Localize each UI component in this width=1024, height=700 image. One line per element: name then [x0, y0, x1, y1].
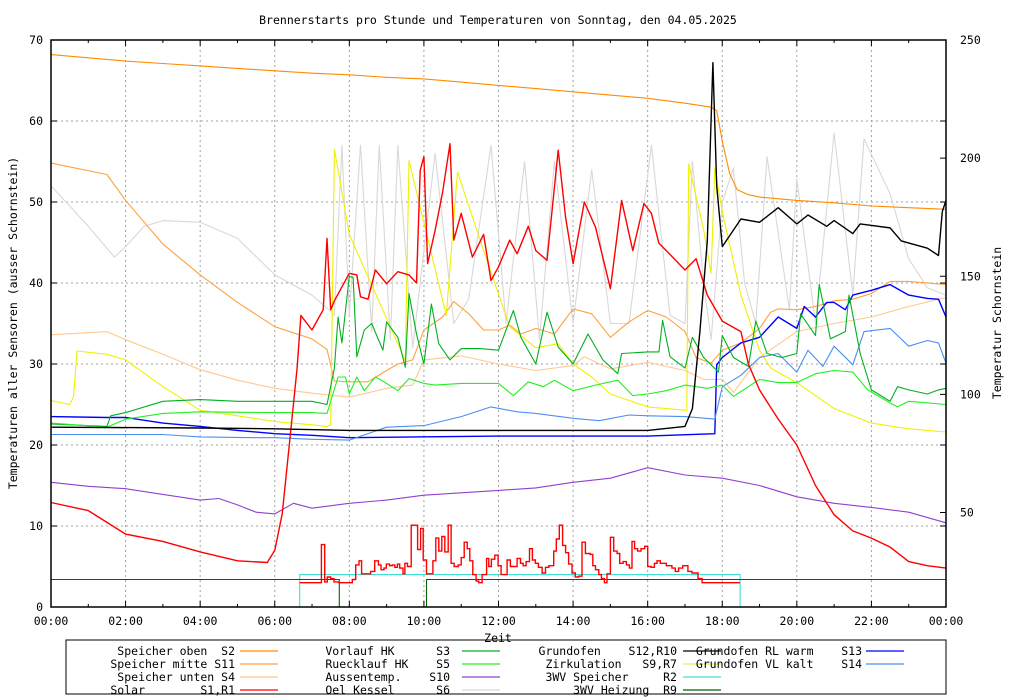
- series-line-s1-r1: [50, 143, 947, 569]
- legend-label: Solar S1,R1: [110, 683, 235, 697]
- legend-label: Grundofen RL warm S13: [696, 644, 862, 658]
- grid: [51, 40, 946, 607]
- series-lines: [50, 54, 947, 608]
- legend-label: Vorlauf HK S3: [325, 644, 450, 658]
- y-tick-label: 60: [29, 114, 43, 128]
- y2-tick-label: 200: [960, 151, 981, 165]
- x-tick-label: 04:00: [183, 614, 218, 628]
- x-axis-label: Zeit: [484, 631, 512, 645]
- series-line-s4: [50, 297, 947, 398]
- series-line-s9-r7: [50, 148, 947, 433]
- y-axis-label: Temperaturen aller Sensoren (ausser Scho…: [6, 157, 20, 489]
- series-line-s6: [50, 132, 947, 349]
- y-tick-label: 20: [29, 438, 43, 452]
- legend-label: 3WV Heizung R9: [545, 683, 677, 697]
- x-tick-label: 00:00: [929, 614, 964, 628]
- axes: 00:00 02:00 04:00 06:00 08:00 10:00 12:00 14:00…: [29, 33, 981, 628]
- x-tick-label: 00:00: [34, 614, 69, 628]
- x-tick-label: 06:00: [257, 614, 292, 628]
- series-line-s12-r10: [50, 62, 947, 432]
- y-tick-label: 30: [29, 357, 43, 371]
- series-line-s11: [50, 162, 947, 383]
- x-tick-label: 16:00: [630, 614, 665, 628]
- x-tick-label: 14:00: [556, 614, 591, 628]
- x-tick-label: 10:00: [407, 614, 442, 628]
- y-tick-label: 40: [29, 276, 43, 290]
- legend-label: Speicher oben S2: [117, 644, 235, 658]
- x-tick-label: 08:00: [332, 614, 367, 628]
- y-tick-label: 0: [36, 600, 43, 614]
- y2-axis-label: Temperatur Schornstein: [990, 247, 1004, 399]
- legend-label: Aussentemp. S10: [325, 670, 450, 684]
- series-line-s14: [51, 327, 947, 441]
- legend-label: Speicher unten S4: [117, 670, 235, 684]
- x-tick-label: 12:00: [481, 614, 516, 628]
- y2-tick-label: 50: [960, 506, 974, 520]
- y-tick-label: 50: [29, 195, 43, 209]
- legend-label: Ruecklauf HK S5: [325, 657, 450, 671]
- brennerstarts-steps: [299, 524, 741, 584]
- x-tick-label: 18:00: [705, 614, 740, 628]
- legend-label: Grundofen S12,R10: [539, 644, 678, 658]
- series-line-s10: [50, 467, 947, 524]
- legend-box: [65, 639, 947, 695]
- legend-label: Oel Kessel S6: [325, 683, 450, 697]
- chart-title: Brennerstarts pro Stunde und Temperature…: [259, 13, 737, 27]
- series-line-s13: [50, 283, 947, 439]
- legend-label: 3WV Speicher R2: [545, 670, 677, 684]
- y-tick-label: 10: [29, 519, 43, 533]
- series-line-s3: [50, 275, 947, 427]
- legend-label: Zirkulation S9,R7: [545, 657, 677, 671]
- x-tick-label: 22:00: [854, 614, 889, 628]
- legend-label: Speicher mitte S11: [110, 657, 235, 671]
- y2-tick-label: 100: [960, 387, 981, 401]
- x-tick-label: 20:00: [780, 614, 815, 628]
- y2-tick-label: 250: [960, 33, 981, 47]
- legend-label: Grundofen VL kalt S14: [696, 657, 862, 671]
- x-tick-label: 02:00: [108, 614, 143, 628]
- y-tick-label: 70: [29, 33, 43, 47]
- y2-tick-label: 150: [960, 269, 981, 283]
- series-line-s2: [50, 54, 947, 210]
- series-line-s5: [50, 369, 947, 428]
